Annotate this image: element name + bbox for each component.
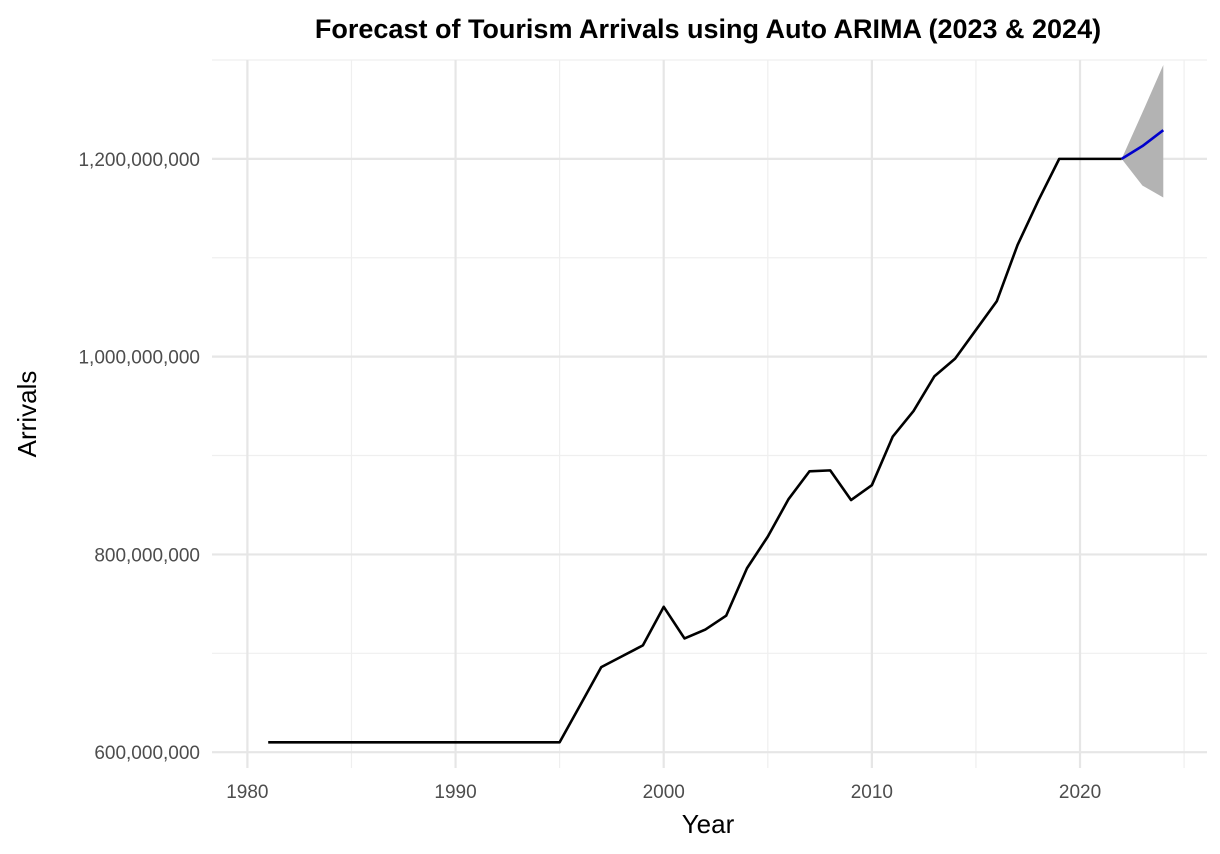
y-tick-label: 600,000,000	[94, 743, 200, 764]
x-tick-label: 2000	[643, 782, 685, 803]
x-tick-label: 1980	[226, 782, 268, 803]
series-layer	[268, 129, 1165, 744]
chart-title: Forecast of Tourism Arrivals using Auto …	[315, 14, 1101, 44]
forecast-line	[1120, 129, 1165, 160]
y-axis-title: Arrivals	[12, 371, 42, 458]
forecast-interval-layer	[1121, 64, 1164, 198]
minor-gridlines	[212, 59, 1207, 768]
x-tick-label: 2020	[1059, 782, 1101, 803]
y-tick-label: 1,000,000,000	[78, 348, 200, 369]
x-tick-label: 2010	[851, 782, 893, 803]
x-axis-title: Year	[682, 809, 735, 839]
y-tick-labels: 600,000,000 800,000,000 1,000,000,000 1,200…	[78, 150, 200, 764]
historical-line	[268, 157, 1122, 744]
x-tick-labels: 1980 1990 2000 2010 2020	[226, 782, 1101, 803]
forecast-interval-band	[1121, 64, 1164, 198]
major-gridlines	[212, 60, 1207, 768]
x-tick-label: 1990	[434, 782, 476, 803]
y-tick-label: 1,200,000,000	[78, 150, 200, 171]
y-tick-label: 800,000,000	[94, 545, 200, 566]
